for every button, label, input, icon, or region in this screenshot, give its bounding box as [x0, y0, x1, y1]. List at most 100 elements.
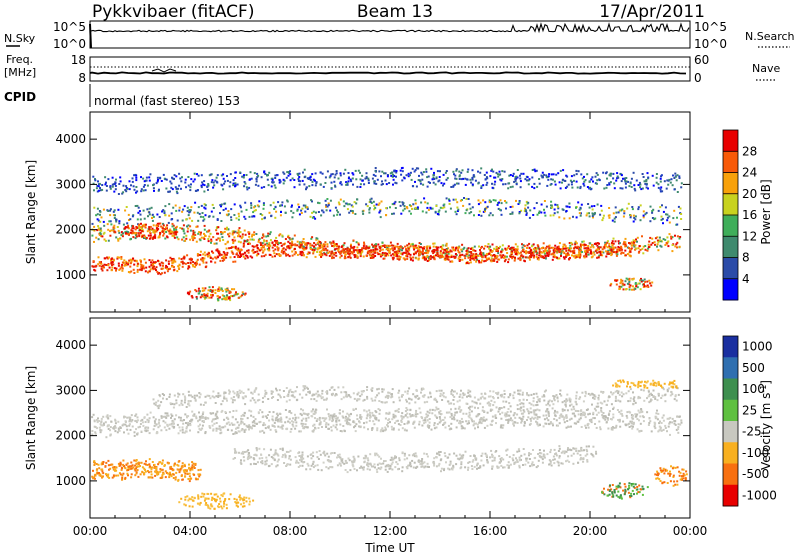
noise-sky-label: N.Sky — [4, 32, 36, 45]
scatter-cell — [396, 242, 399, 245]
scatter-cell — [131, 215, 134, 218]
scatter-cell — [142, 265, 145, 268]
scatter-cell — [556, 211, 559, 214]
scatter-cell — [282, 243, 285, 246]
scatter-cell — [221, 298, 224, 301]
scatter-cell — [232, 182, 235, 185]
scatter-cell — [173, 235, 175, 238]
scatter-cell — [418, 249, 421, 252]
scatter-cell — [175, 225, 178, 228]
scatter-cell — [163, 212, 166, 214]
scatter-cell — [99, 429, 102, 432]
scatter-cell — [565, 249, 568, 252]
scatter-cell — [449, 427, 452, 430]
scatter-cell — [303, 427, 306, 430]
scatter-cell — [195, 260, 198, 263]
scatter-cell — [639, 186, 642, 189]
scatter-cell — [373, 182, 376, 185]
scatter-cell — [139, 425, 141, 428]
scatter-cell — [624, 182, 627, 185]
scatter-cell — [232, 433, 235, 435]
scatter-cell — [454, 411, 457, 414]
scatter-cell — [660, 186, 663, 189]
scatter-cell — [594, 175, 597, 178]
scatter-cell — [160, 267, 163, 270]
scatter-cell — [136, 265, 139, 268]
scatter-cell — [138, 235, 141, 238]
scatter-cell — [335, 423, 338, 426]
scatter-cell — [411, 243, 414, 246]
scatter-cell — [526, 244, 529, 247]
scatter-cell — [490, 169, 493, 172]
scatter-cell — [358, 425, 361, 428]
scatter-cell — [159, 233, 161, 236]
scatter-cell — [274, 255, 276, 258]
scatter-cell — [552, 403, 555, 406]
scatter-cell — [509, 405, 512, 408]
scatter-cell — [308, 251, 311, 254]
scatter-cell — [442, 251, 445, 254]
scatter-cell — [477, 170, 479, 173]
scatter-cell — [486, 245, 489, 248]
scatter-cell — [104, 421, 107, 424]
scatter-cell — [384, 245, 387, 248]
scatter-cell — [423, 197, 426, 200]
scatter-cell — [187, 265, 190, 268]
scatter-cell — [214, 292, 217, 294]
scatter-cell — [207, 188, 209, 191]
scatter-cell — [215, 415, 218, 418]
scatter-cell — [217, 252, 220, 255]
scatter-cell — [135, 174, 138, 177]
scatter-cell — [450, 408, 452, 411]
scatter-cell — [338, 419, 341, 422]
scatter-cell — [301, 179, 304, 182]
scatter-cell — [277, 247, 280, 250]
scatter-cell — [197, 206, 200, 209]
scatter-cell — [136, 416, 139, 419]
scatter-cell — [331, 417, 334, 420]
scatter-cell — [525, 179, 528, 182]
scatter-cell — [282, 171, 285, 174]
scatter-cell — [482, 210, 485, 213]
scatter-cell — [603, 247, 606, 250]
scatter-cell — [490, 257, 493, 260]
scatter-cell — [185, 186, 187, 189]
scatter-cell — [509, 254, 512, 257]
scatter-cell — [613, 187, 616, 190]
scatter-cell — [120, 257, 123, 260]
scatter-cell — [141, 228, 143, 231]
scatter-cell — [321, 417, 324, 420]
scatter-cell — [429, 255, 432, 258]
scatter-cell — [615, 211, 618, 214]
scatter-cell — [311, 173, 314, 176]
scatter-cell — [645, 186, 648, 189]
scatter-cell — [374, 255, 377, 257]
scatter-cell — [532, 250, 535, 253]
scatter-cell — [314, 427, 317, 430]
scatter-cell — [312, 413, 315, 415]
scatter-cell — [400, 212, 403, 215]
scatter-cell — [499, 245, 502, 248]
scatter-cell — [334, 251, 337, 254]
scatter-cell — [550, 253, 553, 256]
scatter-cell — [599, 254, 602, 256]
scatter-cell — [428, 421, 431, 424]
scatter-cell — [387, 244, 390, 247]
scatter-cell — [673, 177, 676, 179]
scatter-cell — [202, 258, 205, 261]
scatter-cell — [457, 407, 460, 410]
scatter-cell — [263, 171, 266, 174]
freq-wiggle — [151, 68, 177, 73]
scatter-cell — [302, 241, 305, 244]
scatter-cell — [240, 255, 243, 258]
scatter-cell — [516, 422, 519, 424]
scatter-cell — [124, 189, 127, 191]
scatter-cell — [573, 174, 576, 177]
scatter-cell — [192, 237, 195, 240]
scatter-cell — [243, 423, 246, 426]
scatter-cell — [162, 267, 165, 270]
scatter-cell — [178, 416, 180, 419]
scatter-cell — [314, 243, 317, 246]
scatter-cell — [577, 253, 580, 256]
scatter-cell — [224, 180, 227, 183]
